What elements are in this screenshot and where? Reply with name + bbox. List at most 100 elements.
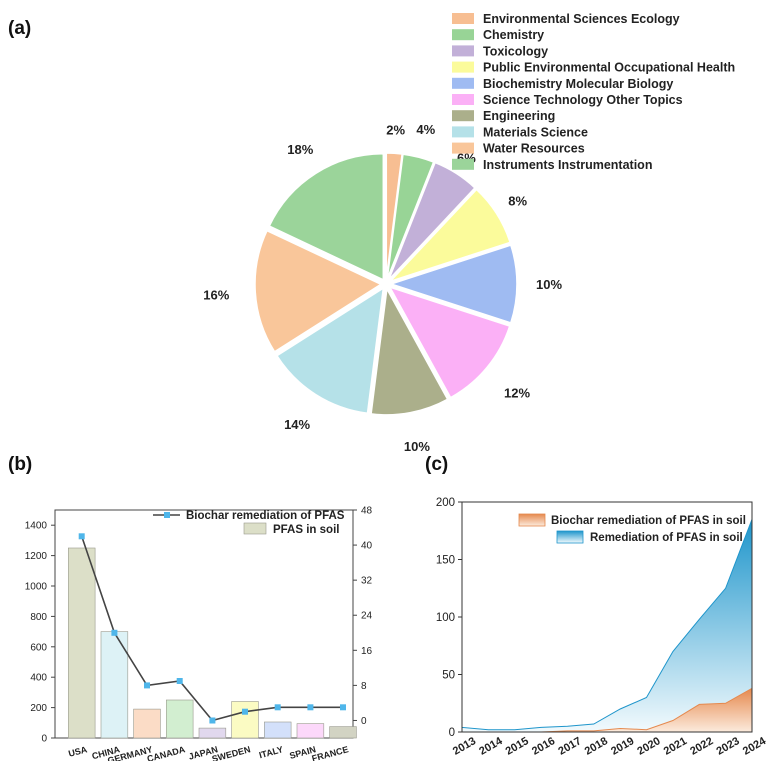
pie-percent-label: 10%: [404, 439, 430, 454]
category-label: FRANCE: [311, 744, 350, 761]
area-series: [461, 519, 753, 733]
line-point: [242, 708, 248, 715]
x-tick-label: 2018: [583, 735, 610, 758]
y-tick-label: 0: [449, 727, 455, 739]
legend-label: Instruments Instrumentation: [483, 158, 652, 172]
left-tick-label: 600: [30, 642, 47, 653]
legend-label: Environmental Sciences Ecology: [483, 12, 680, 26]
right-tick-label: 8: [361, 681, 367, 692]
bar-right-axis: 0 8 16 24 32 40 48: [353, 506, 373, 727]
bar: [263, 721, 292, 739]
pie-slice: [275, 286, 385, 415]
x-tick-label: 2020: [635, 735, 662, 758]
right-tick-label: 24: [361, 611, 373, 622]
line-point: [209, 717, 216, 724]
area-y-axis: 0 50 100 150 200: [436, 497, 462, 739]
category-label: ITALY: [258, 744, 284, 760]
legend-label: Water Resources: [483, 142, 585, 156]
line-point: [307, 704, 314, 711]
legend-label: Public Environmental Occupational Health: [483, 61, 735, 75]
y-tick-label: 150: [436, 555, 455, 567]
bar-plot-frame: [54, 509, 354, 739]
pie-slice: [389, 188, 512, 283]
panel-label-b: (b): [8, 454, 32, 475]
x-tick-label: 2015: [504, 735, 531, 758]
pie-percent-label: 10%: [536, 277, 562, 292]
area-plot-frame: [461, 501, 753, 733]
category-label: USA: [67, 744, 88, 759]
legend-swatch: [452, 45, 474, 57]
legend-label: Biochemistry Molecular Biology: [483, 77, 673, 91]
x-tick-label: 2017: [556, 735, 583, 758]
line-point: [111, 629, 118, 636]
panel-label-a: (a): [8, 18, 31, 39]
bar: [231, 701, 259, 739]
x-tick-label: 2024: [741, 735, 769, 758]
pie-percent-label: 2%: [386, 122, 405, 137]
line-point: [274, 704, 281, 711]
y-tick-label: 50: [442, 670, 455, 682]
pie-percent-label: 14%: [284, 417, 310, 432]
x-tick-label: 2021: [662, 735, 689, 758]
legend-label: PFAS in soil: [273, 524, 339, 536]
legend-bar-swatch: [243, 522, 267, 535]
x-tick-label: 2022: [688, 735, 715, 758]
legend-label: Remediation of PFAS in soil: [590, 532, 743, 544]
pie-percent-label: 8%: [508, 193, 527, 208]
pie-slice: [388, 244, 518, 324]
line-marks: [78, 533, 346, 724]
pie-slice: [370, 286, 449, 416]
x-tick-label: 2023: [714, 735, 741, 758]
area-legend: Biochar remediation of PFAS in soil Remed…: [518, 513, 746, 544]
legend-swatch: [452, 126, 474, 138]
y-tick-label: 200: [436, 497, 455, 509]
x-tick-label: 2014: [477, 735, 505, 758]
legend-label: Biochar remediation of PFAS: [186, 510, 345, 522]
right-tick-label: 48: [361, 506, 373, 517]
legend-label: Biochar remediation of PFAS in soil: [551, 515, 746, 527]
pie-percent-label: 18%: [287, 142, 313, 157]
y-tick-label: 100: [436, 612, 455, 624]
x-tick-label: 2016: [530, 735, 557, 758]
left-tick-label: 400: [30, 673, 47, 684]
legend-swatch: [452, 13, 474, 24]
legend-label: Toxicology: [483, 44, 548, 58]
bar: [166, 699, 194, 739]
bar: [68, 547, 96, 739]
bar: [296, 723, 325, 739]
legend-swatch: [452, 142, 474, 154]
line-point: [78, 533, 85, 540]
legend-swatch: [452, 110, 474, 122]
left-tick-label: 1400: [25, 521, 48, 532]
pie-percent-label: 4%: [416, 122, 435, 137]
bar: [100, 631, 129, 739]
pie-percent-label: 12%: [504, 385, 530, 400]
bar-marks: [68, 547, 357, 739]
line-point: [340, 704, 346, 711]
right-tick-label: 16: [361, 646, 373, 657]
category-label: CANADA: [146, 744, 187, 761]
legend-label: Science Technology Other Topics: [483, 93, 683, 107]
line-point: [144, 682, 150, 689]
bar: [133, 708, 161, 739]
legend-swatch: [452, 61, 474, 73]
legend-label: Chemistry: [483, 28, 544, 42]
area-marks: [461, 519, 753, 733]
panel-label-c: (c): [425, 454, 448, 475]
legend-label: Engineering: [483, 109, 555, 123]
legend-label: Materials Science: [483, 125, 588, 139]
pie-slice: [385, 152, 403, 280]
bar-left-axis: 0 200 400 600 800 1000 1200 1400: [25, 521, 55, 745]
line-point: [176, 678, 183, 684]
legend-swatch: [452, 94, 474, 105]
x-tick-label: 2019: [609, 735, 636, 758]
pie-legend: Environmental Sciences Ecology Chemistry T…: [452, 12, 735, 172]
legend-swatch: [452, 77, 474, 89]
legend-swatch: [452, 158, 474, 170]
pie-percent-labels: 2% 4%6%8%10%12%10%14%16%18%: [203, 122, 562, 454]
area-x-tick-labels: 2013 2014 2015 2016 2017 2018 2019 2020 2021 2022…: [451, 735, 769, 758]
left-tick-label: 1200: [25, 551, 48, 562]
